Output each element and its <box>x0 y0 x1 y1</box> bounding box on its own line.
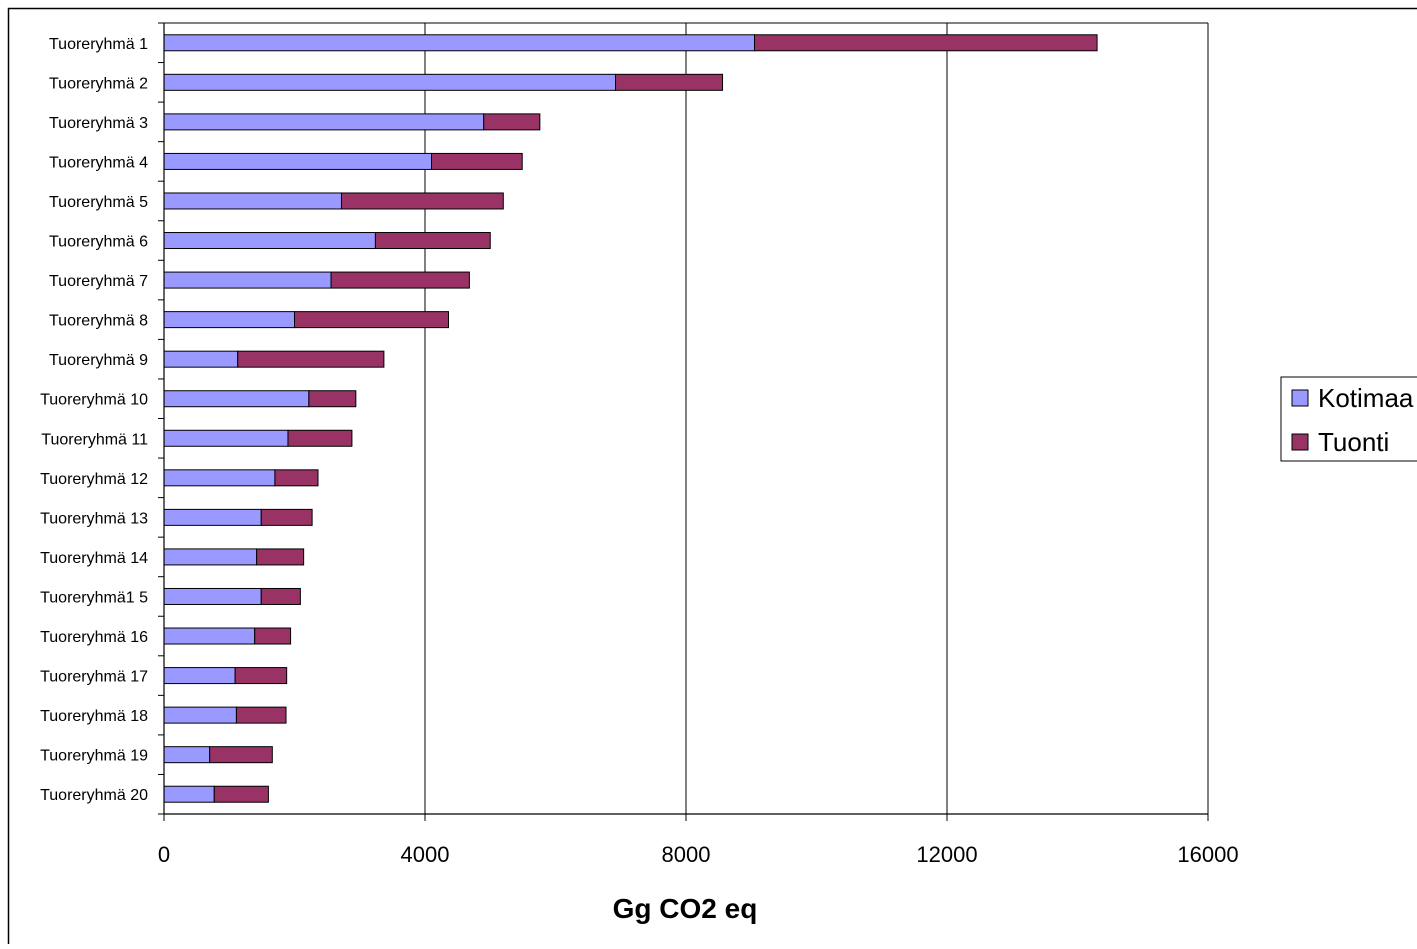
category-label-12: Tuoreryhmä 12 <box>40 471 148 488</box>
bar-kotimaa-1 <box>164 35 755 51</box>
bar-tuonti-17 <box>235 668 287 684</box>
bar-tuonti-8 <box>295 312 449 328</box>
bar-tuonti-4 <box>432 153 523 169</box>
bar-kotimaa-9 <box>164 351 238 367</box>
bar-kotimaa-5 <box>164 193 341 209</box>
category-label-18: Tuoreryhmä 18 <box>40 708 148 725</box>
gridlines <box>425 23 1208 814</box>
bar-kotimaa-4 <box>164 153 432 169</box>
category-label-15: Tuoreryhmä1 5 <box>40 589 148 606</box>
x-tick-label-0: 0 <box>158 842 170 867</box>
bar-tuonti-11 <box>288 430 352 446</box>
bar-kotimaa-7 <box>164 272 331 288</box>
legend: Kotimaa Tuonti <box>1281 377 1417 461</box>
legend-label-tuonti: Tuonti <box>1318 427 1389 457</box>
bar-kotimaa-2 <box>164 74 616 90</box>
legend-label-kotimaa: Kotimaa <box>1318 383 1414 413</box>
category-label-9: Tuoreryhmä 9 <box>49 352 148 369</box>
category-label-13: Tuoreryhmä 13 <box>40 510 148 527</box>
bar-tuonti-13 <box>261 509 312 525</box>
bar-tuonti-10 <box>309 391 356 407</box>
category-label-8: Tuoreryhmä 8 <box>49 313 148 330</box>
bar-kotimaa-16 <box>164 628 255 644</box>
category-label-6: Tuoreryhmä 6 <box>49 234 148 251</box>
category-label-16: Tuoreryhmä 16 <box>40 629 148 646</box>
bar-tuonti-12 <box>275 470 318 486</box>
bar-kotimaa-17 <box>164 668 235 684</box>
bar-tuonti-1 <box>755 35 1098 51</box>
bar-kotimaa-13 <box>164 509 261 525</box>
bar-tuonti-6 <box>375 233 490 249</box>
category-label-10: Tuoreryhmä 10 <box>40 392 148 409</box>
bar-tuonti-19 <box>210 747 273 763</box>
legend-swatch-kotimaa <box>1292 390 1308 406</box>
category-label-1: Tuoreryhmä 1 <box>49 36 148 53</box>
bar-kotimaa-6 <box>164 233 375 249</box>
x-axis-title: Gg CO2 eq <box>613 893 758 924</box>
bar-kotimaa-20 <box>164 786 214 802</box>
category-label-11: Tuoreryhmä 11 <box>41 431 148 448</box>
bar-tuonti-5 <box>341 193 503 209</box>
bar-tuonti-18 <box>236 707 286 723</box>
bar-kotimaa-14 <box>164 549 257 565</box>
bars <box>164 35 1097 802</box>
category-label-17: Tuoreryhmä 17 <box>40 669 148 686</box>
bar-kotimaa-3 <box>164 114 484 130</box>
legend-swatch-tuonti <box>1292 434 1308 450</box>
x-tick-label-3: 12000 <box>916 842 977 867</box>
bar-kotimaa-18 <box>164 707 236 723</box>
bar-kotimaa-19 <box>164 747 210 763</box>
bar-tuonti-20 <box>214 786 268 802</box>
bar-kotimaa-15 <box>164 588 261 604</box>
bar-kotimaa-10 <box>164 391 309 407</box>
bar-kotimaa-8 <box>164 312 295 328</box>
x-tick-label-1: 4000 <box>401 842 450 867</box>
category-label-19: Tuoreryhmä 19 <box>40 748 148 765</box>
bar-kotimaa-12 <box>164 470 275 486</box>
category-label-4: Tuoreryhmä 4 <box>49 154 148 171</box>
category-label-5: Tuoreryhmä 5 <box>49 194 148 211</box>
bar-tuonti-15 <box>261 588 300 604</box>
y-axis: Tuoreryhmä 1 Tuoreryhmä 2 Tuoreryhmä 3 Tuor… <box>40 23 164 814</box>
bar-tuonti-2 <box>616 74 723 90</box>
category-label-2: Tuoreryhmä 2 <box>49 75 148 92</box>
category-label-7: Tuoreryhmä 7 <box>49 273 148 290</box>
bar-tuonti-16 <box>255 628 291 644</box>
x-tick-label-2: 8000 <box>662 842 711 867</box>
category-label-14: Tuoreryhmä 14 <box>40 550 148 567</box>
x-tick-label-4: 16000 <box>1177 842 1238 867</box>
bar-tuonti-9 <box>238 351 384 367</box>
category-label-20: Tuoreryhmä 20 <box>40 787 148 804</box>
category-label-3: Tuoreryhmä 3 <box>49 115 148 132</box>
x-axis: 0 4000 8000 12000 16000 <box>158 814 1239 867</box>
bar-kotimaa-11 <box>164 430 288 446</box>
bar-tuonti-7 <box>331 272 469 288</box>
bar-tuonti-3 <box>484 114 540 130</box>
bar-tuonti-14 <box>257 549 304 565</box>
